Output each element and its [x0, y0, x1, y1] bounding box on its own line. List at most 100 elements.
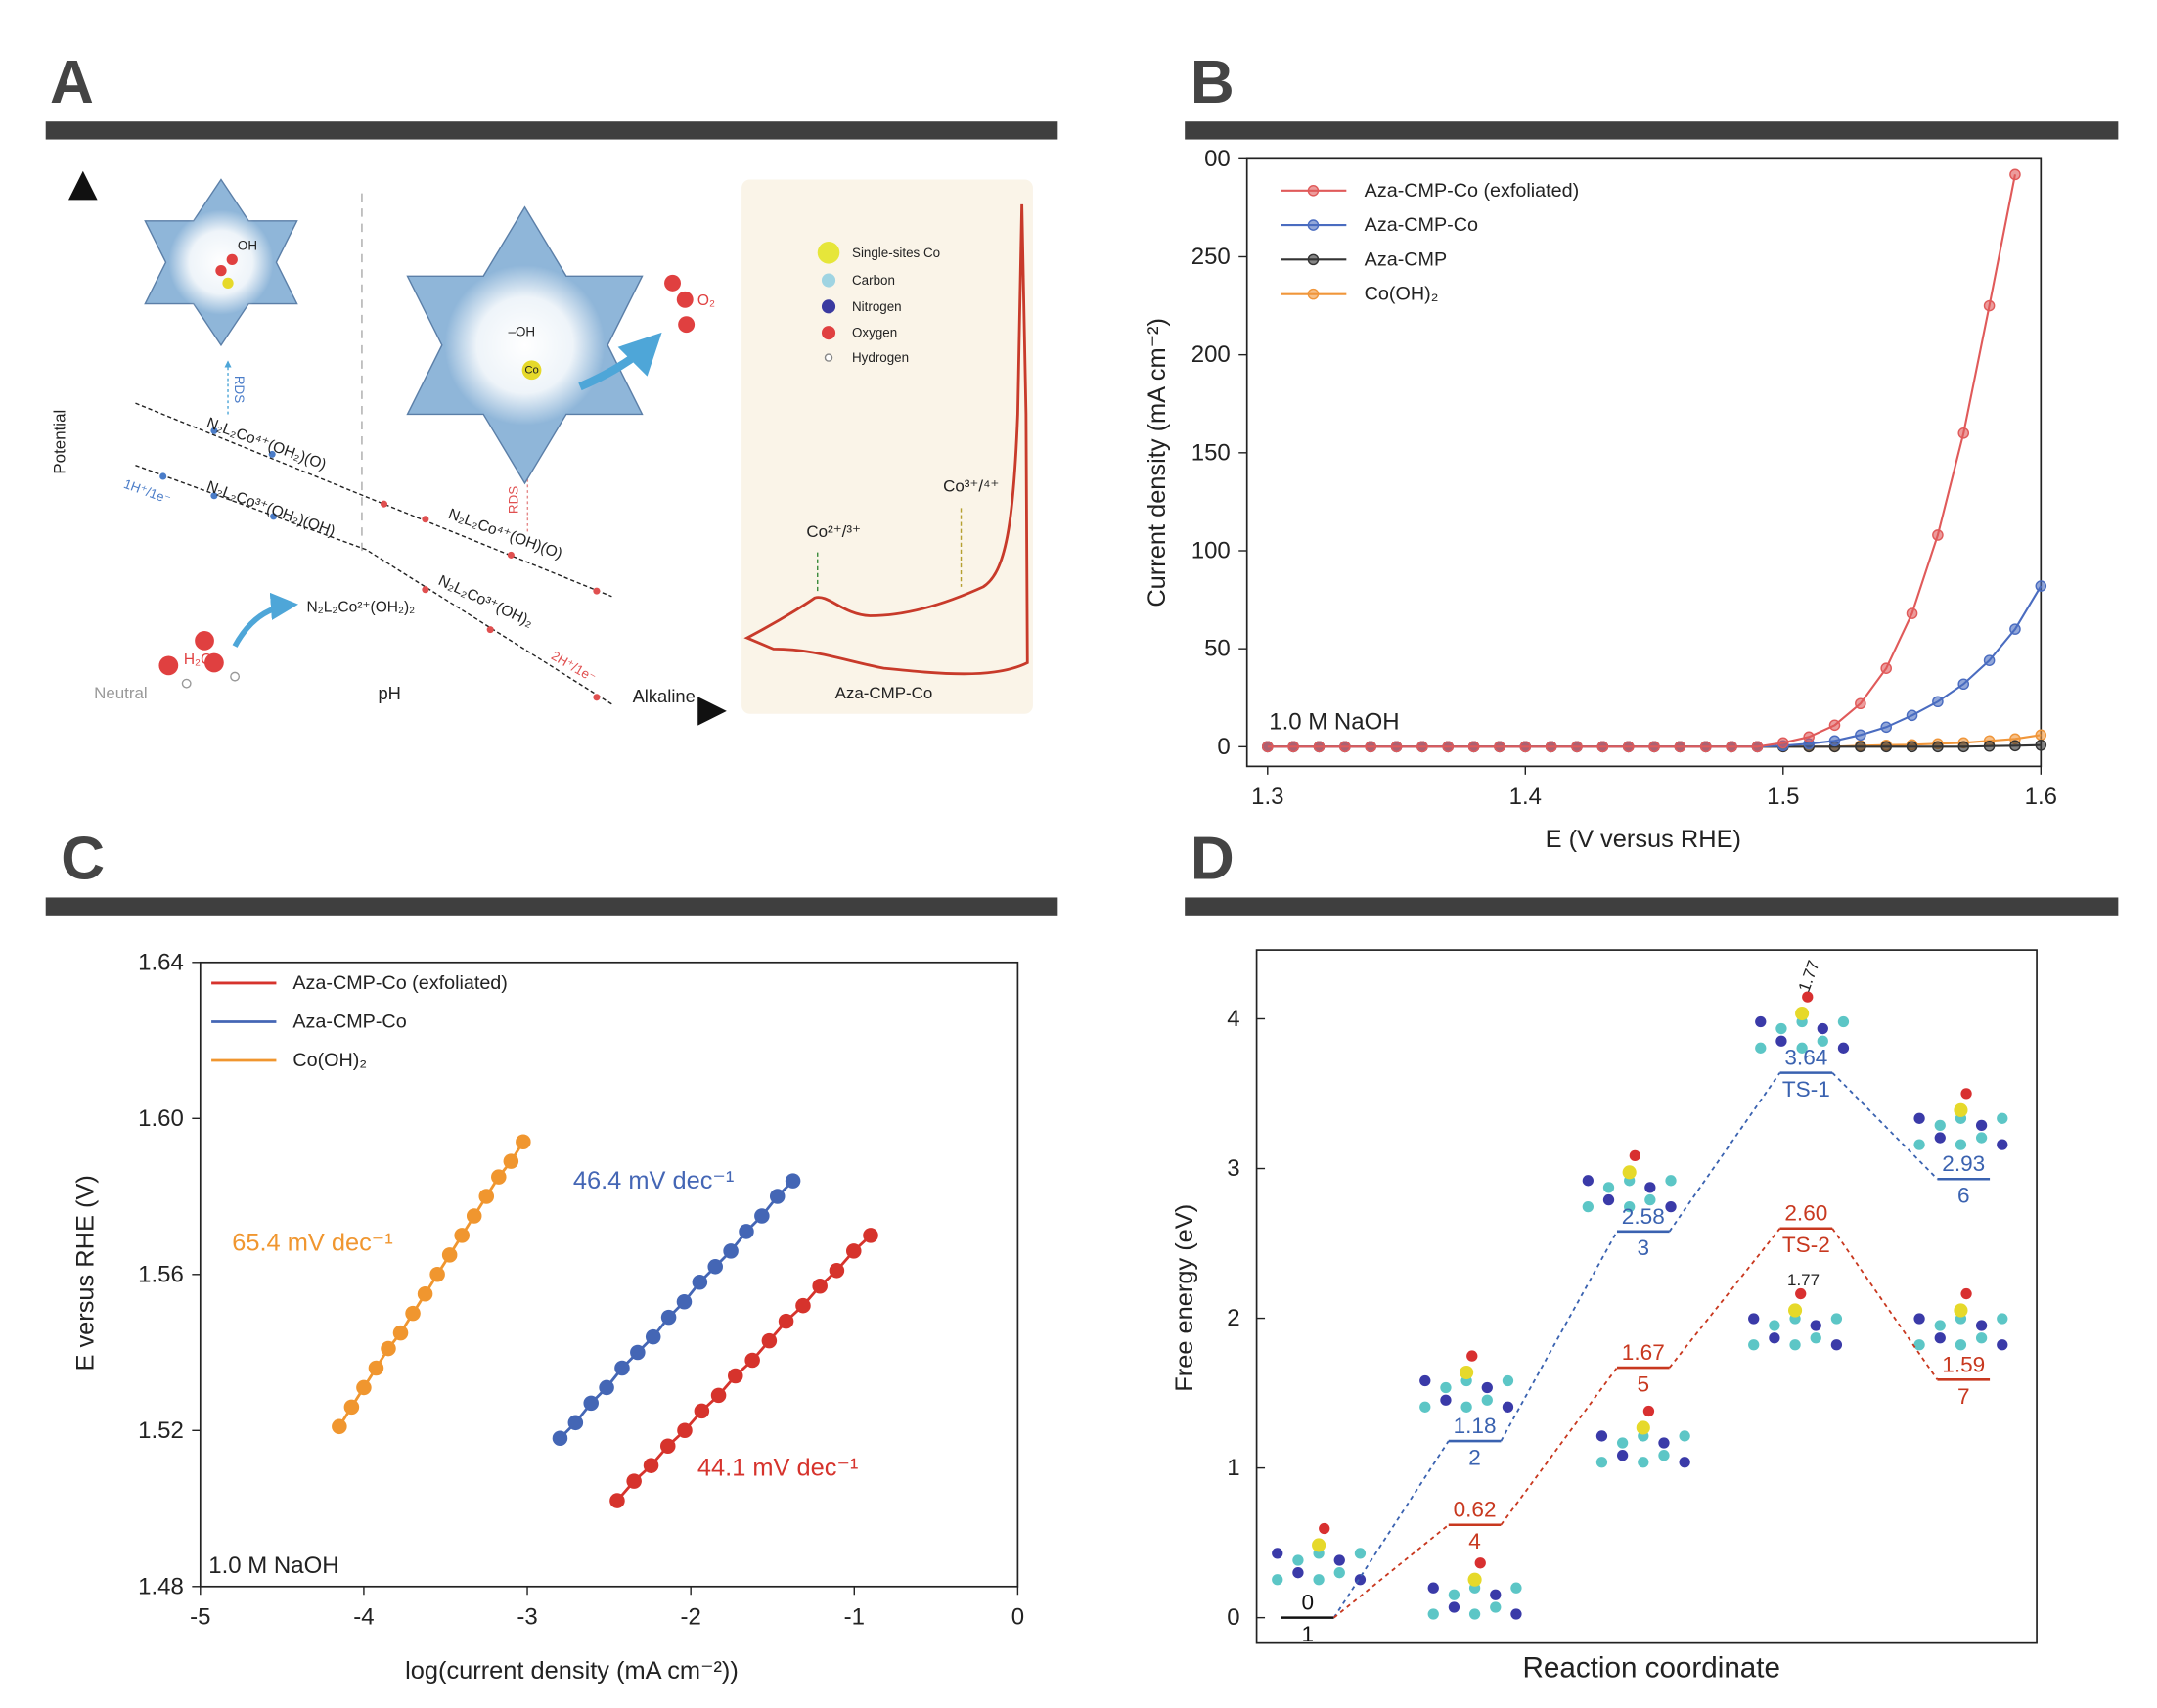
atom [1934, 1119, 1946, 1132]
axis-label: Alkaline [633, 686, 696, 706]
axis-label: pH [378, 683, 400, 703]
legend-label: Co(OH)₂ [292, 1050, 367, 1071]
marker [1467, 741, 1480, 753]
points [380, 500, 601, 701]
structure [1582, 1149, 1677, 1213]
atom [1292, 1567, 1304, 1579]
atom [1644, 1193, 1656, 1206]
x-tick-label: -3 [517, 1603, 537, 1630]
x-tick-label: -2 [680, 1603, 700, 1630]
marker [2009, 168, 2021, 181]
atom [1934, 1320, 1946, 1331]
marker [1957, 678, 1970, 691]
marker [728, 1368, 743, 1384]
marker [1699, 741, 1712, 753]
y-tick-label: 4 [1227, 1006, 1239, 1032]
atom [1975, 1332, 1988, 1344]
atom [1313, 1574, 1325, 1586]
atom [1775, 1035, 1787, 1047]
x-tick-label: -4 [353, 1603, 374, 1630]
slope-label: 44.1 mV dec⁻¹ [697, 1454, 858, 1481]
y-axis-label: Current density (mA cm⁻²) [1144, 318, 1171, 607]
structure [1755, 991, 1850, 1054]
marker [1596, 741, 1609, 753]
atom [1312, 1538, 1326, 1552]
atom [1427, 1608, 1439, 1620]
marker [676, 1293, 693, 1310]
marker [516, 1134, 531, 1149]
atom [1595, 1457, 1608, 1468]
marker [778, 1313, 794, 1329]
marker [1261, 741, 1274, 753]
atom [1624, 1200, 1636, 1213]
state-label: 6 [1957, 1184, 1970, 1208]
x-tick-label: 1.5 [1767, 784, 1799, 810]
atom [1272, 1574, 1283, 1586]
marker [1906, 709, 1918, 722]
marker [417, 1285, 433, 1302]
marker [2035, 729, 2047, 742]
connector [1831, 1071, 1939, 1180]
y-tick-label: 1.60 [138, 1105, 184, 1132]
x-axis-label: log(current density (mA cm⁻²)) [405, 1657, 739, 1685]
marker [1545, 741, 1557, 753]
y-tick-label: 1.64 [138, 949, 184, 975]
marker [1983, 740, 1996, 752]
atom [1997, 1139, 2008, 1150]
atom [1789, 1339, 1801, 1351]
marker [2035, 739, 2047, 751]
atom [1272, 1548, 1283, 1559]
marker [392, 1325, 409, 1341]
state-label: 7 [1957, 1384, 1970, 1409]
atom [1638, 1457, 1649, 1468]
molecule-label: O₂ [697, 292, 715, 309]
atom [1810, 1320, 1821, 1331]
legend-marker [1307, 219, 1320, 231]
atom [1319, 1522, 1330, 1535]
atom [1440, 1394, 1452, 1406]
marker [846, 1243, 862, 1259]
atom [1748, 1339, 1760, 1351]
marker [1957, 427, 1970, 439]
marker [707, 1259, 723, 1275]
molecule-label: Co [524, 364, 538, 376]
y-tick-label: 00 [1204, 146, 1231, 172]
atom [1460, 1401, 1472, 1413]
marker [1777, 737, 1789, 749]
panel-label: C [61, 825, 105, 892]
y-tick-label: 50 [1204, 636, 1231, 662]
marker [659, 1438, 676, 1455]
structure [1427, 1557, 1522, 1620]
atom [1934, 1132, 1946, 1144]
marker [1571, 741, 1583, 753]
marker [754, 1208, 770, 1224]
legend-label: Aza-CMP-Co (exfoliated) [292, 972, 508, 994]
atom [1602, 1193, 1615, 1206]
state-label: 2 [1468, 1445, 1481, 1469]
axis-label: Potential [50, 410, 68, 474]
atom [1796, 1042, 1808, 1054]
atom [1636, 1420, 1650, 1435]
atom [1481, 1381, 1493, 1394]
header-bar [1185, 897, 2119, 916]
atom [1913, 1112, 1925, 1124]
marker [710, 1387, 727, 1404]
marker [599, 1379, 614, 1396]
fit-line [559, 1180, 794, 1440]
atom [1427, 1582, 1439, 1594]
atom [1975, 1119, 1988, 1132]
y-axis-label: E versus RHE (V) [72, 1175, 100, 1371]
marker [2009, 740, 2021, 752]
inset-label: Aza-CMP-Co [835, 684, 933, 702]
molecule-label: –OH [509, 324, 536, 338]
marker [1390, 741, 1403, 753]
atom [1333, 1554, 1345, 1566]
marker [744, 1352, 760, 1369]
atom [1934, 1332, 1946, 1344]
y-tick-label: 1.52 [138, 1417, 184, 1444]
y-tick-label: 200 [1191, 341, 1231, 368]
rds-label: RDS [232, 376, 247, 403]
annotation: 1.0 M NaOH [208, 1552, 338, 1579]
framework: OH [144, 178, 298, 347]
legend-label: Single-sites Co [852, 246, 940, 260]
